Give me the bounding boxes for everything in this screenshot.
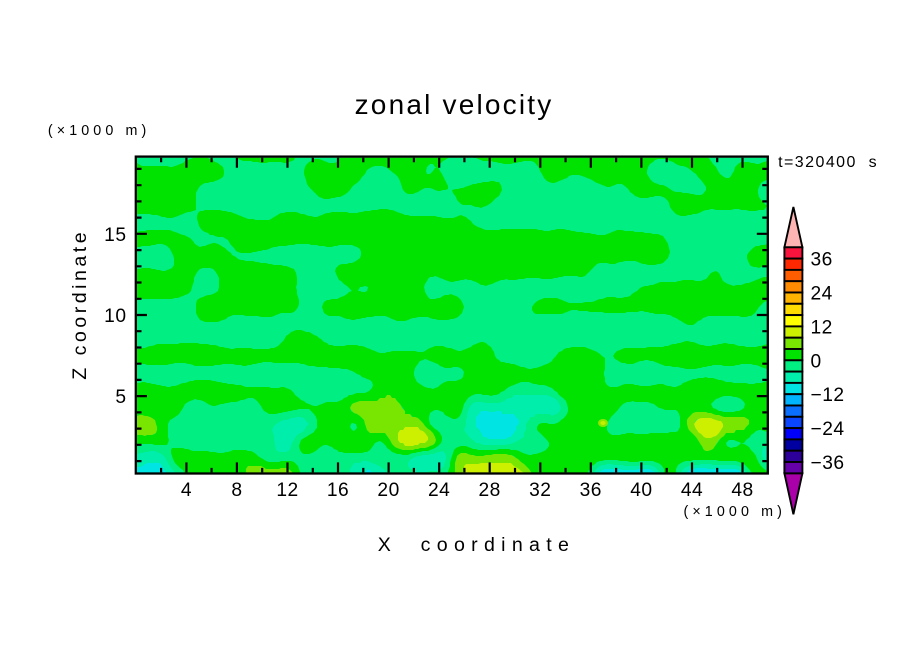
svg-text:44: 44: [681, 480, 703, 501]
svg-text:−24: −24: [811, 419, 845, 440]
svg-text:t=320400 s: t=320400 s: [778, 154, 878, 171]
svg-text:16: 16: [327, 480, 349, 501]
svg-text:zonal velocity: zonal velocity: [355, 89, 554, 120]
svg-text:24: 24: [428, 480, 450, 501]
svg-text:0: 0: [811, 351, 822, 372]
svg-text:20: 20: [377, 480, 399, 501]
svg-text:5: 5: [115, 387, 126, 408]
svg-text:10: 10: [104, 306, 126, 327]
svg-text:40: 40: [630, 480, 652, 501]
svg-text:32: 32: [529, 480, 551, 501]
svg-text:36: 36: [580, 480, 602, 501]
svg-text:12: 12: [811, 317, 833, 338]
svg-text:48: 48: [731, 480, 753, 501]
svg-text:36: 36: [811, 250, 833, 271]
svg-text:−12: −12: [811, 385, 845, 406]
svg-text:4: 4: [181, 480, 192, 501]
svg-text:−36: −36: [811, 453, 845, 474]
svg-text:Z coordinate: Z coordinate: [69, 229, 91, 380]
svg-text:X coordinate: X coordinate: [378, 534, 575, 556]
svg-text:(×1000 m): (×1000 m): [48, 123, 150, 139]
svg-text:28: 28: [479, 480, 501, 501]
svg-text:(×1000 m): (×1000 m): [684, 504, 786, 520]
svg-text:12: 12: [276, 480, 298, 501]
svg-text:24: 24: [811, 284, 833, 305]
svg-text:8: 8: [231, 480, 242, 501]
svg-text:15: 15: [104, 225, 126, 246]
